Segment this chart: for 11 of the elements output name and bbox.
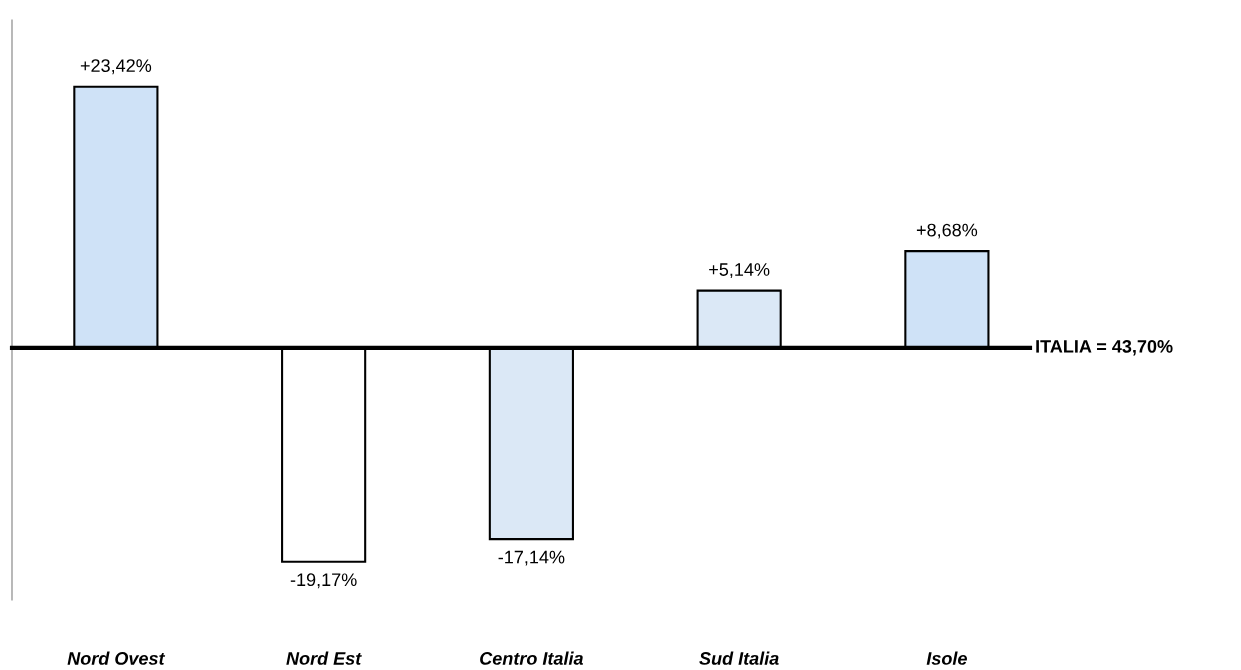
- data-label: +5,14%: [709, 263, 770, 279]
- x-tick-label: Sud Italia: [699, 651, 779, 665]
- data-label: +8,68%: [916, 223, 978, 239]
- x-tick-label: Nord Ovest: [67, 651, 166, 665]
- x-tick-label: Nord Est: [286, 651, 362, 665]
- text: ITALIA = 43,70%: [1036, 339, 1173, 356]
- x-tick-label: Centro Italia: [480, 651, 584, 665]
- data-label: -17,14%: [498, 550, 565, 566]
- data-label: +23,42%: [80, 59, 152, 75]
- x-tick-label: Isole: [926, 651, 967, 665]
- data-label: -19,17%: [290, 573, 357, 589]
